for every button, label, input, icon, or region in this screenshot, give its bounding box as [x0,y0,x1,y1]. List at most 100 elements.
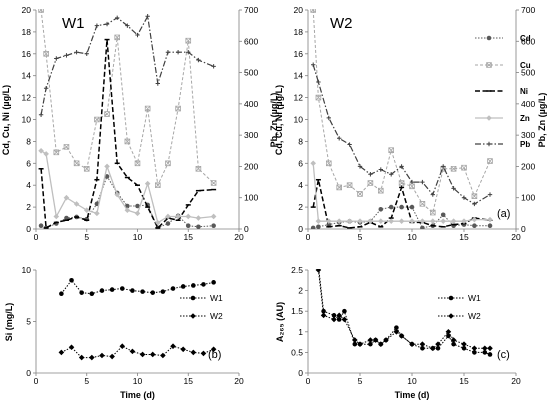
data-point-zn [134,210,141,217]
data-point-cu [155,182,161,188]
data-point-w1 [487,352,493,357]
data-point-w2 [331,316,337,323]
data-point-cu [367,180,374,186]
y-right-tick-label: 200 [521,161,535,171]
data-point-cu [430,209,436,216]
data-point-w2 [435,341,441,347]
y-right-tick-label: 500 [521,68,535,78]
chart-w2: 0 5 10 15 2002468101214161820010020030040050… [274,5,547,242]
y-tick-label: 0 [298,224,303,234]
data-point-zn [378,218,384,224]
data-point-cu [346,182,353,188]
legend-label-zn: Zn [520,114,530,123]
data-point-w1 [472,350,477,355]
data-point-zn [346,218,353,224]
data-point-w1 [461,345,467,351]
data-point-w2 [139,351,146,358]
y-tick-label: 14 [22,71,32,81]
x-tick-label: 15 [184,376,194,386]
x-tick-label: 15 [459,376,469,386]
data-point-zn [471,216,478,223]
data-point-w2 [398,333,405,339]
data-point-cu [357,191,363,197]
y-tick-label: 2 [298,286,303,296]
data-point-cd [388,204,394,210]
data-point-zn [63,194,70,201]
data-point-zn [310,160,316,167]
data-point-cu [53,149,60,156]
data-point-cd [440,212,446,218]
y-tick-label: 5 [26,317,31,327]
series-line-cu [40,9,214,187]
y-tick-label: 6 [26,158,31,168]
x-tick-label: 15 [184,232,194,242]
chart-title: W1 [62,15,85,32]
data-point-w2 [119,343,126,350]
data-point-w2 [180,346,186,353]
data-point-cd [310,225,316,229]
data-point-cu [398,180,405,186]
data-point-w1 [180,284,186,289]
data-point-pb [472,201,477,207]
data-point-pb [104,21,110,27]
data-point-pb [409,179,415,185]
data-point-w2 [68,344,75,351]
x-axis-label: Time (d) [120,390,155,400]
plot-area [310,9,493,229]
data-point-zn [367,218,374,224]
x-tick-label: 20 [234,376,244,386]
data-point-pb [74,50,79,55]
data-point-cu [83,165,90,172]
data-point-w2 [190,349,197,356]
panel-label-a: (a) [497,208,510,220]
x-tick-label: 0 [34,376,39,386]
data-point-zn [144,180,151,187]
legend-marker-cu [486,62,492,68]
data-point-pb [420,179,425,185]
data-point-zn [487,216,493,223]
data-point-cu [409,183,415,190]
data-point-w2 [315,269,322,273]
data-point-cu [94,116,100,123]
legend-label-cd: Cd [520,34,531,43]
data-point-w2 [378,341,384,347]
data-point-zn [165,213,171,220]
x-tick-label: 10 [133,376,143,386]
y-right-tick-label: 100 [521,193,535,203]
data-point-cd [326,222,332,227]
y-tick-label: 2 [26,202,31,212]
data-point-cu [310,9,316,13]
data-point-w2 [58,349,65,356]
data-point-zn [398,218,405,224]
y-right-tick-label: 300 [244,130,258,140]
y-axis-label: Cd, Cu, Ni (µg/L) [1,85,11,155]
data-point-pb [347,142,352,147]
legend-label-pb: Pb [520,140,530,149]
data-point-w1 [435,345,441,351]
data-point-pb [175,50,181,55]
y-tick-label: 14 [294,71,304,81]
x-tick-label: 10 [407,376,417,386]
data-point-w1 [211,280,216,285]
data-point-w2 [482,345,488,352]
plot-area [315,264,493,357]
data-point-w1 [59,291,64,296]
data-point-cd [185,223,191,229]
data-point-w2 [99,352,105,359]
data-point-w1 [368,341,373,347]
x-tick-label: 15 [459,232,469,242]
data-point-w2 [445,329,452,335]
data-point-w1 [336,317,342,322]
data-point-cd [378,206,384,212]
x-tick-label: 5 [84,232,89,242]
data-point-cu [185,37,192,44]
series-line-cd [40,175,214,229]
data-point-w1 [420,345,425,351]
data-point-pb [461,195,467,200]
data-point-cu [450,165,457,172]
y-tick-label: 18 [294,27,304,37]
data-point-w1 [316,264,321,269]
data-point-pb [54,56,59,61]
data-point-zn [388,218,394,224]
y-right-tick-label: 0 [521,224,526,234]
